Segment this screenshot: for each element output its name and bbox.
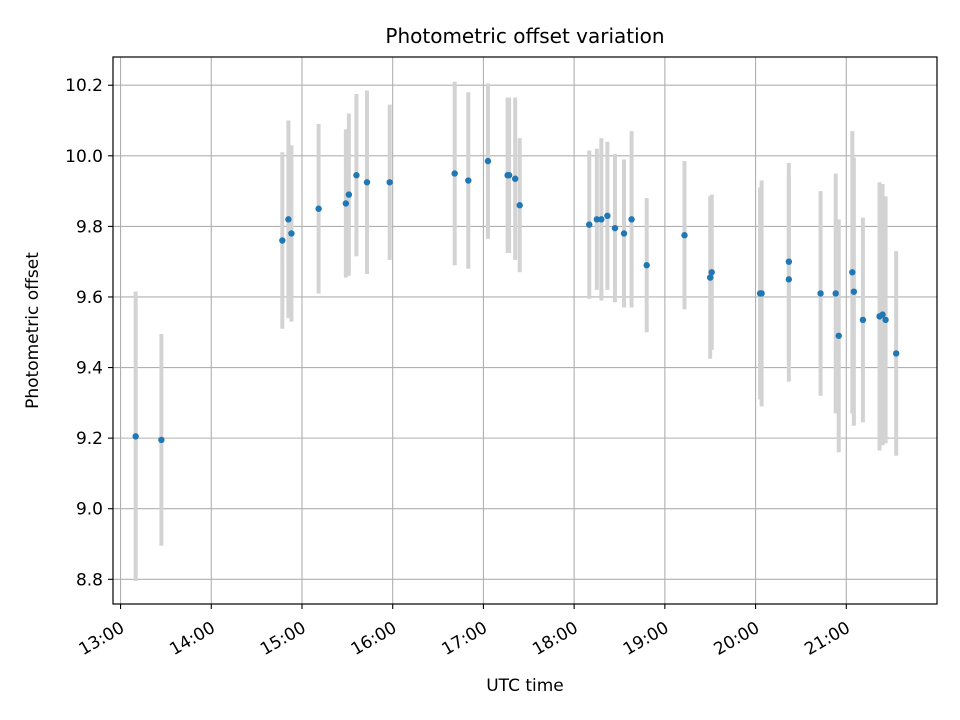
data-point: [604, 212, 611, 220]
y-tick-label: 10.0: [65, 147, 103, 167]
data-point: [465, 177, 472, 184]
data-point: [785, 258, 793, 265]
data-point: [484, 157, 492, 165]
data-point: [707, 274, 714, 281]
data-point: [363, 179, 371, 186]
plot-frame: [112, 56, 938, 605]
data-point: [586, 221, 593, 228]
data-point: [628, 216, 635, 223]
data-point: [158, 436, 165, 444]
data-point: [516, 202, 523, 209]
data-point: [288, 230, 295, 237]
data-point: [598, 216, 605, 223]
chart-title: Photometric offset variation: [385, 24, 664, 48]
y-tick-label: 9.8: [76, 217, 103, 237]
data-point: [593, 216, 601, 223]
data-point: [511, 175, 519, 182]
y-tick-label: 9.2: [76, 429, 103, 449]
y-tick-label: 10.2: [65, 76, 103, 96]
y-tick-label: 9.0: [76, 500, 103, 520]
data-point: [681, 232, 688, 239]
data-point: [785, 276, 793, 283]
data-point: [342, 200, 350, 207]
data-point: [505, 172, 513, 179]
data-point: [315, 205, 322, 212]
data-point: [758, 290, 765, 297]
x-axis-label: UTC time: [486, 676, 564, 696]
y-axis-label: Photometric offset: [23, 252, 43, 409]
data-point: [832, 290, 839, 297]
data-point: [850, 288, 858, 295]
y-tick-label: 9.4: [76, 359, 103, 379]
data-point: [386, 179, 393, 186]
data-point: [882, 316, 889, 324]
grid: [113, 57, 937, 604]
data-point: [708, 269, 715, 276]
data-point: [892, 350, 900, 357]
data-points: [132, 157, 900, 444]
data-point: [817, 290, 824, 297]
data-point: [345, 191, 353, 198]
y-tick-label: 9.6: [76, 288, 103, 308]
data-point: [279, 237, 286, 244]
data-point: [643, 262, 650, 269]
y-tick-label: 8.8: [76, 570, 103, 590]
data-point: [353, 172, 360, 179]
data-point: [611, 224, 619, 232]
data-point: [285, 216, 292, 223]
data-point: [451, 170, 458, 177]
data-point: [835, 332, 842, 339]
data-point: [879, 311, 886, 318]
data-point: [859, 316, 867, 324]
data-point: [620, 230, 628, 237]
data-point: [132, 433, 139, 440]
y-axis: 8.8 9.0 9.2 9.4 9.6 9.8 10.0 10.2: [65, 76, 113, 590]
data-point: [849, 269, 856, 276]
